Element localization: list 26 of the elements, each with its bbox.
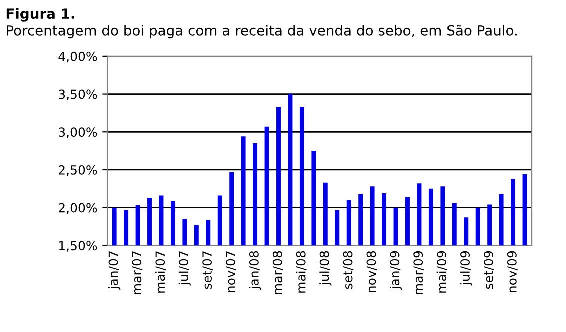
x-tick-label: mar/09	[414, 251, 424, 294]
y-tick-label: 3,50%	[59, 90, 98, 100]
x-tick-label: mai/08	[296, 251, 307, 293]
x-tick-label: nov/09	[507, 251, 518, 292]
y-tick-label: 3,00%	[59, 128, 98, 138]
x-tick-label: jul/08	[320, 251, 332, 286]
x-tick-label: mai/07	[155, 252, 166, 293]
x-tick-label: jul/07	[178, 252, 191, 286]
x-tick-label: jan/07	[108, 252, 121, 290]
x-tick-label: mar/08	[272, 251, 284, 294]
chart-title: Figura 1.	[6, 8, 74, 22]
x-tick-label: mar/07	[132, 252, 143, 294]
x-tick-label: jan/09	[390, 251, 402, 290]
x-tick-label: set/08	[343, 251, 354, 290]
y-tick-label: 2,50%	[59, 165, 98, 176]
x-tick-label: set/07	[202, 252, 213, 290]
y-tick-label: 2,00%	[59, 203, 98, 214]
x-tick-label: jul/09	[460, 251, 472, 286]
x-tick-label: nov/07	[226, 252, 236, 292]
y-tick-label: 1,50%	[59, 241, 98, 252]
y-tick-label: 4,00%	[58, 52, 98, 63]
x-tick-label: jan/08	[249, 251, 262, 290]
x-tick-label: mai/09	[436, 251, 448, 293]
chart-subtitle: Porcentagem do boi paga com a receita da venda do sebo, em São Paulo.	[7, 24, 517, 39]
x-tick-label: nov/08	[366, 251, 378, 292]
x-tick-label: set/09	[484, 251, 494, 290]
